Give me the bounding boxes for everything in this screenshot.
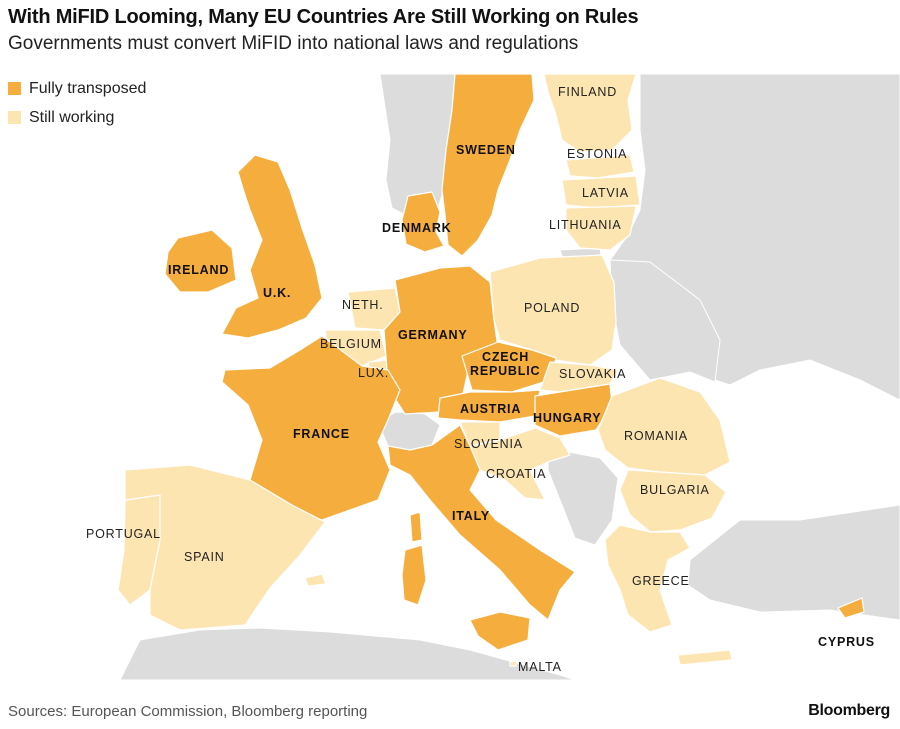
europe-map: FINLAND SWEDEN ESTONIA LATVIA LITHUANIA … bbox=[0, 74, 900, 680]
label-hungary: HUNGARY bbox=[533, 411, 601, 425]
country-lithuania bbox=[565, 205, 637, 251]
country-bulgaria bbox=[619, 469, 727, 533]
label-finland: FINLAND bbox=[558, 85, 617, 99]
label-spain: SPAIN bbox=[184, 550, 225, 564]
label-luxembourg: LUX. bbox=[358, 366, 389, 380]
country-finland bbox=[543, 74, 637, 153]
non-eu-land bbox=[119, 74, 900, 680]
country-italy-sardinia bbox=[401, 544, 427, 606]
label-france: FRANCE bbox=[293, 427, 350, 441]
label-germany: GERMANY bbox=[398, 328, 468, 342]
label-greece: GREECE bbox=[632, 574, 690, 588]
country-italy-sicily bbox=[469, 611, 531, 651]
label-romania: ROMANIA bbox=[624, 429, 688, 443]
country-cyprus bbox=[837, 597, 865, 619]
label-italy: ITALY bbox=[452, 509, 490, 523]
label-ireland: IRELAND bbox=[168, 263, 229, 277]
legend-label-fully: Fully transposed bbox=[29, 79, 147, 97]
country-malta bbox=[509, 660, 517, 667]
label-denmark: DENMARK bbox=[382, 221, 452, 235]
balkans-land bbox=[547, 447, 619, 546]
source-note: Sources: European Commission, Bloomberg … bbox=[8, 703, 368, 720]
country-poland bbox=[489, 254, 617, 366]
label-austria: AUSTRIA bbox=[460, 402, 521, 416]
label-czech-republic: CZECH REPUBLIC bbox=[470, 350, 540, 378]
country-sweden bbox=[441, 74, 535, 257]
legend-item-still: Still working bbox=[8, 103, 146, 132]
country-balearics bbox=[304, 573, 327, 587]
chart-title: With MiFID Looming, Many EU Countries Ar… bbox=[8, 6, 639, 28]
legend: Fully transposed Still working bbox=[8, 74, 146, 132]
country-italy bbox=[387, 424, 576, 621]
legend-item-fully: Fully transposed bbox=[8, 74, 146, 103]
label-lithuania: LITHUANIA bbox=[549, 218, 622, 232]
label-slovenia: SLOVENIA bbox=[454, 437, 523, 451]
country-denmark bbox=[401, 191, 445, 253]
label-malta: MALTA bbox=[518, 660, 562, 674]
country-ireland bbox=[164, 229, 237, 293]
country-greece bbox=[604, 524, 691, 633]
country-uk bbox=[221, 154, 323, 339]
label-belgium: BELGIUM bbox=[320, 337, 382, 351]
label-portugal: PORTUGAL bbox=[86, 527, 161, 541]
country-labels: FINLAND SWEDEN ESTONIA LATVIA LITHUANIA … bbox=[86, 85, 875, 674]
country-greece-crete bbox=[677, 649, 733, 666]
label-croatia: CROATIA bbox=[486, 467, 546, 481]
chart-subtitle: Governments must convert MiFID into nati… bbox=[8, 33, 579, 54]
legend-label-still: Still working bbox=[29, 108, 115, 126]
label-cyprus: CYPRUS bbox=[818, 635, 875, 649]
label-slovakia: SLOVAKIA bbox=[559, 367, 626, 381]
legend-swatch-fully bbox=[8, 82, 21, 95]
country-estonia bbox=[565, 154, 635, 179]
label-uk: U.K. bbox=[263, 286, 291, 300]
country-spain bbox=[124, 464, 326, 631]
label-netherlands: NETH. bbox=[342, 298, 384, 312]
legend-swatch-still bbox=[8, 111, 21, 124]
label-latvia: LATVIA bbox=[582, 186, 629, 200]
label-sweden: SWEDEN bbox=[456, 143, 516, 157]
label-poland: POLAND bbox=[524, 301, 580, 315]
country-croatia bbox=[469, 427, 571, 501]
country-france bbox=[221, 335, 401, 521]
label-bulgaria: BULGARIA bbox=[640, 483, 710, 497]
label-estonia: ESTONIA bbox=[567, 147, 627, 161]
north-africa-land bbox=[119, 627, 576, 680]
bloomberg-logo: Bloomberg bbox=[808, 702, 890, 719]
country-romania bbox=[597, 377, 731, 476]
turkey-land bbox=[687, 504, 900, 621]
country-france-corsica bbox=[409, 511, 423, 543]
